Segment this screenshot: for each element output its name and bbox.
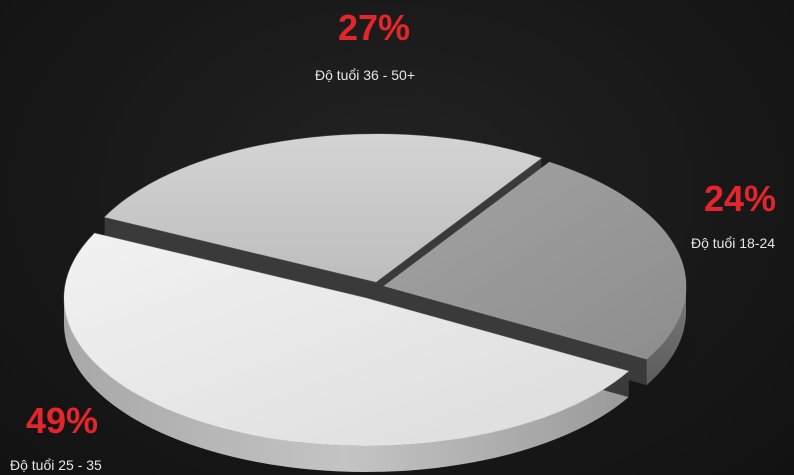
pie-slice-25-35 [63,232,630,447]
pie-slice-18-24 [382,161,687,360]
slice-label-18-24: Độ tuổi 18-24 [691,235,776,251]
pie-slice-36-50 [103,133,543,283]
pie-slice-side-18-24 [646,286,686,386]
slice-percent-18-24: 24% [704,178,777,219]
slice-label-25-35: Độ tuổi 25 - 35 [10,457,102,473]
slice-percent-36-50: 27% [338,7,411,48]
slice-percent-25-35: 49% [26,400,99,441]
slice-label-36-50: Độ tuổi 36 - 50+ [315,67,416,83]
pie-slice-side-25-35 [64,298,629,472]
